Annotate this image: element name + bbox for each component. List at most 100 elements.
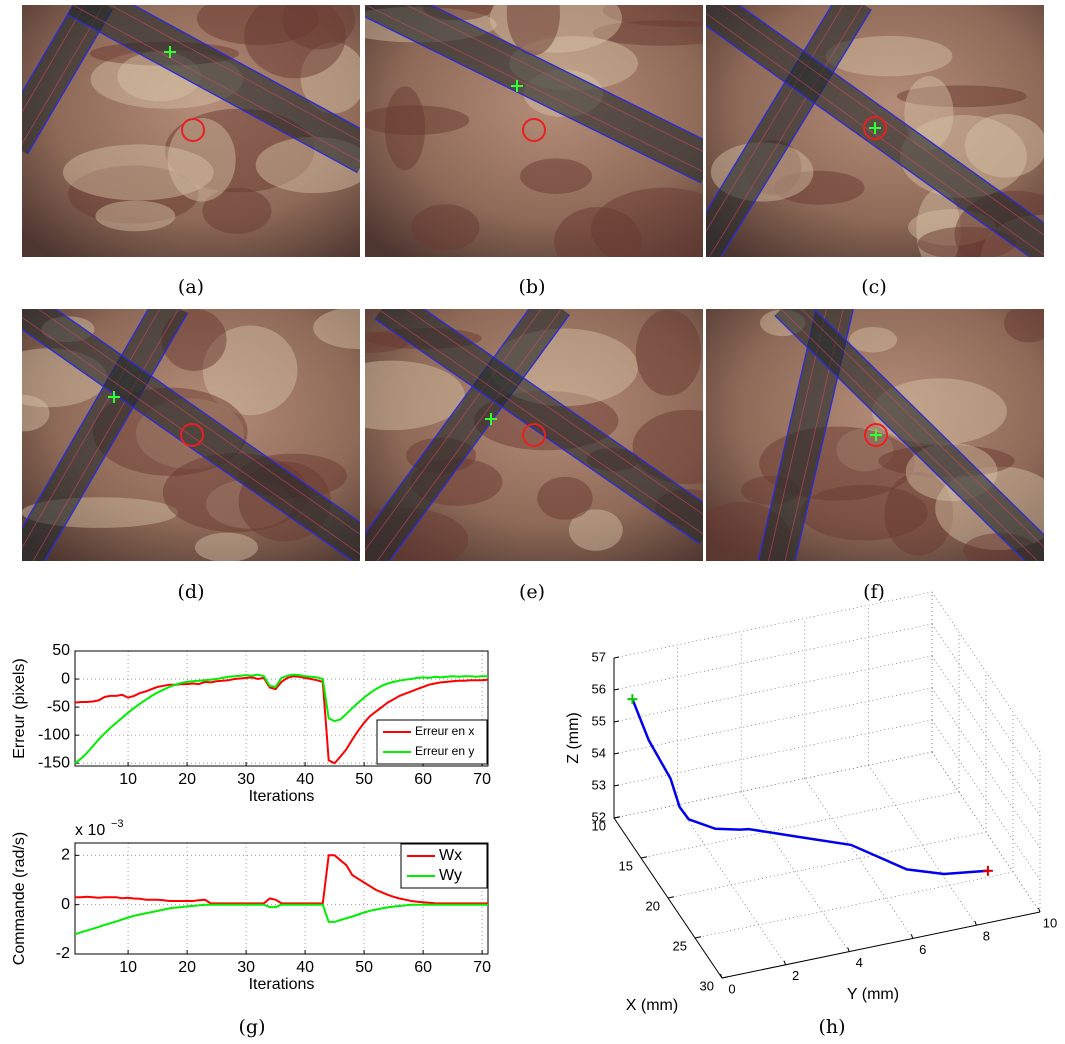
x-tick-label: 10 [119,771,137,788]
instrument-edge [26,8,114,155]
y-tick-label: 0 [61,670,70,687]
y-tick-label: 0 [61,896,70,913]
photo [365,309,703,561]
instrument-edge [813,309,1044,536]
y-tick-label: -150 [38,754,70,771]
grid-line [640,791,960,859]
tick-mark [1038,907,1041,913]
instrument-axis [365,5,703,173]
instrument-axis [706,5,844,232]
legend-label: Erreur en x [415,724,474,738]
tissue [825,35,953,77]
y-tick-label: -2 [56,945,70,962]
legend-label: Wy [439,867,462,884]
caption: (h) [818,1016,845,1038]
target-circle [180,423,204,447]
tissue [590,187,703,257]
tissue [635,309,702,396]
grid-line [613,719,933,787]
tissue [964,114,1044,178]
grid-line [740,791,850,952]
x-tick-label: 40 [296,771,314,788]
instrument-edge [54,309,360,523]
photo [365,5,703,257]
instrument [22,309,360,561]
tick-mark [613,752,620,755]
y-tick-label: 2 [61,847,70,864]
instrument-axis [22,309,161,549]
z-tick-label: 55 [592,713,606,728]
instrument-axis [37,309,360,535]
y-tick-label: 8 [983,929,990,944]
z-tick-label: 53 [592,777,606,792]
x-axis-label: Iterations [249,976,315,993]
target-circle [864,423,888,447]
x-tick-label: 20 [646,898,660,913]
target-circle [522,118,546,142]
tick-mark [640,856,648,859]
instrument-axis [109,5,360,142]
x-tick-label: 70 [473,771,491,788]
caption: (b) [519,276,546,298]
grid-line [613,623,933,691]
grid-line [613,591,933,659]
series-line [74,903,488,936]
tick-mark [783,960,787,965]
grid-line [804,778,914,939]
grid-line [868,764,977,926]
grid-line [694,871,1014,939]
caption: (d) [178,581,205,603]
z-tick-label: 56 [592,681,606,696]
x-tick-label: 10 [592,818,606,833]
photos [22,5,1044,561]
tissue [202,187,272,234]
multiplier-exponent: −3 [111,818,124,830]
tissue [95,200,176,232]
photo [22,5,360,257]
target-circle [181,118,205,142]
tick-mark [847,947,850,952]
caption: (g) [239,1016,266,1038]
instrument-axis [32,309,179,561]
tissue [365,360,465,431]
instrument-edge [365,309,530,535]
instrument [374,309,703,544]
tick-mark [721,976,729,979]
instrument-edge [706,24,1031,257]
multiplier: x 10 [75,822,105,839]
tissue [282,5,356,50]
instrument-edge [43,312,189,561]
legend [400,843,488,889]
x-tick-label: 10 [119,959,137,976]
caption: (f) [863,581,885,603]
y-tick-label: 6 [919,942,926,957]
z-axis-label: Z (mm) [565,712,582,764]
legend-label: Wx [439,847,462,864]
x-tick-label: 40 [296,959,314,976]
tick-mark [694,936,702,939]
photo [706,5,1044,257]
x-tick-label: 70 [473,959,491,976]
legend [376,719,488,765]
instrument-edge [422,309,703,504]
tick-mark [613,784,620,787]
instrument-axis [708,5,863,257]
tissue [167,118,236,202]
y-axis-label: Y (mm) [847,986,899,1003]
tick-mark [613,816,621,819]
target-circle [522,423,546,447]
y-tick-label: 2 [792,968,799,983]
series-line [75,854,488,905]
tissue [202,325,298,416]
instrument-edge [374,318,701,545]
x-axis-label: X (mm) [626,997,678,1014]
instrument [22,5,113,155]
tick-mark [974,921,977,926]
x-tick-label: 60 [414,959,432,976]
tick-mark [667,896,675,899]
x-tick-label: 30 [700,978,714,993]
z-tick-label: 54 [592,745,606,760]
y-tick-label: -100 [38,726,70,743]
